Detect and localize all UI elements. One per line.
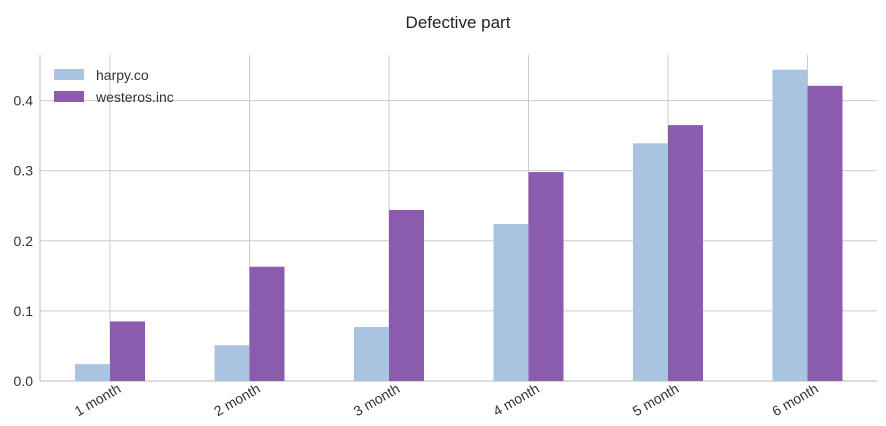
y-tick-label: 0.1 — [14, 303, 34, 319]
x-tick-label: 1 month — [72, 380, 124, 419]
bar-harpy-co — [493, 223, 529, 381]
bar-westeros-inc — [110, 321, 145, 381]
y-tick-label: 0.4 — [14, 93, 34, 109]
bar-westeros-inc — [249, 266, 285, 381]
legend-label: harpy.co — [96, 67, 149, 83]
x-tick-label: 2 month — [211, 380, 263, 419]
y-tick-label: 0.0 — [14, 373, 34, 389]
bars — [75, 69, 843, 381]
y-tick-label: 0.2 — [14, 233, 34, 249]
legend-label: westeros.inc — [95, 89, 174, 105]
bar-westeros-inc — [668, 125, 703, 381]
bar-harpy-co — [214, 345, 250, 381]
x-tick-label: 5 month — [630, 380, 682, 419]
legend-swatch — [54, 69, 84, 80]
bar-harpy-co — [772, 69, 808, 381]
legend: harpy.co westeros.inc — [54, 67, 174, 105]
bar-harpy-co — [354, 327, 389, 381]
y-tick-label: 0.3 — [14, 163, 34, 179]
bar-westeros-inc — [389, 209, 424, 381]
chart-title: Defective part — [406, 13, 511, 32]
bar-harpy-co — [633, 143, 668, 381]
bar-harpy-co — [75, 364, 110, 381]
x-tick-label: 6 month — [769, 380, 821, 419]
legend-swatch — [54, 91, 84, 102]
bar-westeros-inc — [807, 85, 843, 381]
axes — [39, 55, 877, 382]
bar-westeros-inc — [528, 172, 564, 381]
x-tick-label: 4 month — [490, 380, 542, 419]
x-tick-label: 3 month — [351, 380, 403, 419]
